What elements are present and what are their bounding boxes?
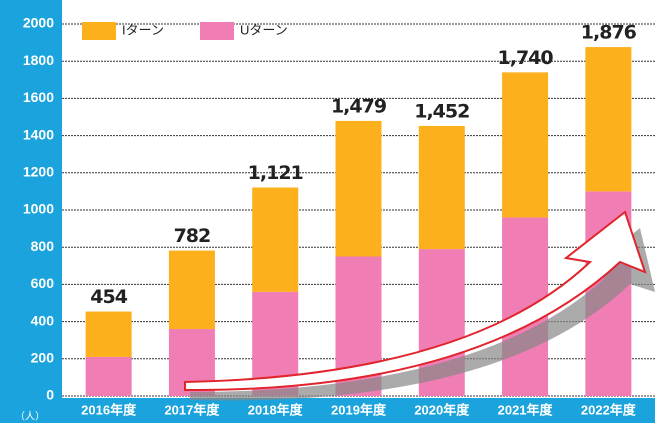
y-tick-label: 400 bbox=[31, 312, 55, 328]
bar-segment bbox=[169, 251, 215, 329]
y-tick-label: 1200 bbox=[23, 164, 54, 180]
y-tick-label: 200 bbox=[31, 350, 55, 366]
total-label: 1,740 bbox=[498, 47, 554, 69]
bar-segment bbox=[252, 187, 298, 291]
y-tick-label: 1800 bbox=[23, 52, 54, 68]
total-label: 1,479 bbox=[331, 95, 386, 117]
x-tick-label: 2016年度 bbox=[81, 402, 137, 417]
y-unit: （人） bbox=[15, 411, 45, 423]
legend-swatch bbox=[82, 22, 116, 40]
y-tick-label: 1600 bbox=[23, 89, 54, 105]
bar-segment bbox=[502, 72, 548, 217]
bar-segment bbox=[336, 121, 382, 257]
y-tick-label: 1000 bbox=[23, 201, 54, 217]
bar-segment bbox=[419, 126, 465, 249]
x-tick-label: 2017年度 bbox=[164, 402, 220, 417]
x-tick-label: 2021年度 bbox=[498, 402, 554, 417]
y-tick-label: 2000 bbox=[23, 15, 54, 31]
chart: 0 200 400 600 800 1000 1200 1400 1600 1800 2000 201… bbox=[0, 0, 655, 423]
total-label: 782 bbox=[174, 225, 211, 247]
total-label: 454 bbox=[90, 286, 127, 308]
x-tick-label: 2022年度 bbox=[581, 402, 637, 417]
x-tick-label: 2019年度 bbox=[331, 402, 387, 417]
legend-swatch bbox=[200, 22, 234, 40]
x-tick-label: 2020年度 bbox=[414, 402, 470, 417]
total-label: 1,121 bbox=[248, 162, 303, 184]
x-tick-label: 2018年度 bbox=[248, 402, 304, 417]
total-label: 1,876 bbox=[581, 22, 637, 44]
y-tick-label: 800 bbox=[31, 238, 55, 254]
bar-segment bbox=[585, 47, 631, 191]
total-label: 1,452 bbox=[414, 100, 469, 122]
legend-label: Uターン bbox=[240, 22, 288, 37]
y-tick-label: 600 bbox=[31, 275, 55, 291]
legend-label: Iターン bbox=[122, 22, 164, 37]
bar-segment bbox=[86, 357, 132, 396]
bar-segment bbox=[86, 312, 132, 357]
y-tick-label: 1400 bbox=[23, 126, 54, 142]
y-tick-label: 0 bbox=[46, 387, 54, 403]
